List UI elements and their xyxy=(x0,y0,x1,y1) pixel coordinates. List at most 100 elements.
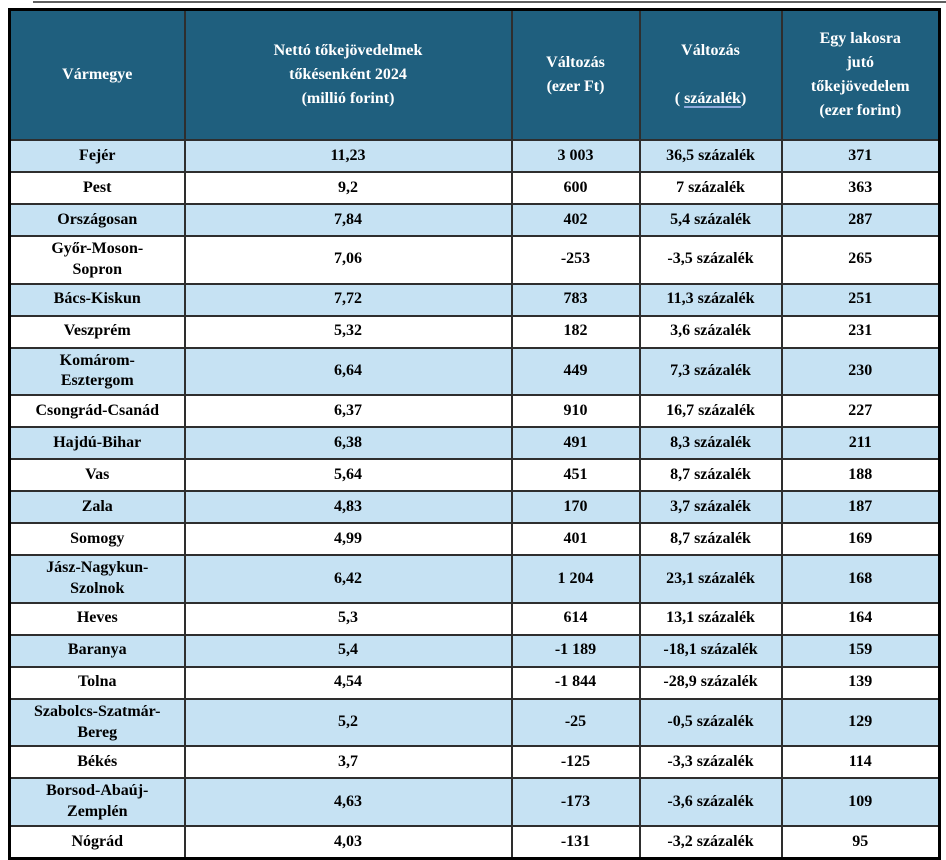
cell-per-capita: 188 xyxy=(780,458,941,493)
cell-change-percent: 8,7 százalék xyxy=(638,458,783,493)
table-row: Baranya 5,4 -1 189 -18,1 százalék 159 xyxy=(8,633,941,668)
cell-change-ezer-ft: -253 xyxy=(510,235,641,285)
cell-change-percent: -18,1 százalék xyxy=(638,633,783,668)
cell-netto-2024: 6,38 xyxy=(183,426,513,461)
paren-open: ( xyxy=(674,90,685,107)
cell-per-capita: 187 xyxy=(780,490,941,525)
cell-per-capita: 129 xyxy=(780,697,941,748)
table-row: Fejér 11,23 3 003 36,5 százalék 371 xyxy=(8,139,941,173)
valtozas-label: Változás xyxy=(681,42,740,59)
table-row: Hajdú-Bihar 6,38 491 8,3 százalék 211 xyxy=(8,426,941,461)
cell-per-capita: 95 xyxy=(780,824,941,860)
cell-change-ezer-ft: -125 xyxy=(510,745,641,780)
table-row: Komárom- Esztergom 6,64 449 7,3 százalék 230 xyxy=(8,346,941,397)
cell-county: Heves xyxy=(8,601,186,636)
table-row: Borsod-Abaúj- Zemplén 4,63 -173 -3,6 százal… xyxy=(8,777,941,827)
cell-change-ezer-ft: -131 xyxy=(510,824,641,860)
cell-change-percent: 5,4 százalék xyxy=(638,203,783,237)
cell-change-ezer-ft: -25 xyxy=(510,697,641,748)
cell-county: Országosan xyxy=(8,203,186,237)
cell-netto-2024: 7,72 xyxy=(183,282,513,317)
cell-change-percent: -28,9 százalék xyxy=(638,665,783,700)
cell-netto-2024: 5,32 xyxy=(183,314,513,349)
cell-netto-2024: 4,03 xyxy=(183,824,513,860)
cell-change-ezer-ft: 614 xyxy=(510,601,641,636)
cell-county: Vas xyxy=(8,458,186,493)
table-header: Vármegye Nettó tőkejövedelmek tőkésenkén… xyxy=(8,8,941,141)
szazalek-label-line: ( százalék) xyxy=(645,87,777,111)
county-income-table-wrap: Vármegye Nettó tőkejövedelmek tőkésenkén… xyxy=(8,8,941,860)
table-row: Nógrád 4,03 -131 -3,2 százalék 95 xyxy=(8,824,941,860)
cell-netto-2024: 6,64 xyxy=(183,346,513,397)
cell-change-percent: -3,2 százalék xyxy=(638,824,783,860)
cell-netto-2024: 4,54 xyxy=(183,665,513,700)
cell-county: Fejér xyxy=(8,139,186,173)
top-rule-line xyxy=(33,1,946,3)
cell-per-capita: 168 xyxy=(780,554,941,604)
cell-netto-2024: 4,99 xyxy=(183,522,513,557)
cell-change-ezer-ft: -173 xyxy=(510,777,641,827)
header-cell-varmegye: Vármegye xyxy=(8,8,186,141)
cell-netto-2024: 4,83 xyxy=(183,490,513,525)
cell-change-percent: 7 százalék xyxy=(638,171,783,205)
cell-change-percent: 11,3 százalék xyxy=(638,282,783,317)
szazalek-link[interactable]: százalék xyxy=(684,90,741,107)
table-row: Szabolcs-Szatmár- Bereg 5,2 -25 -0,5 százal… xyxy=(8,697,941,748)
cell-county: Csongrád-Csanád xyxy=(8,394,186,429)
cell-netto-2024: 5,3 xyxy=(183,601,513,636)
cell-change-ezer-ft: -1 844 xyxy=(510,665,641,700)
cell-per-capita: 114 xyxy=(780,745,941,780)
header-cell-netto-tokejovedelmek: Nettó tőkejövedelmek tőkésenként 2024 (m… xyxy=(183,8,513,141)
cell-county: Veszprém xyxy=(8,314,186,349)
cell-change-percent: 8,7 százalék xyxy=(638,522,783,557)
cell-netto-2024: 7,06 xyxy=(183,235,513,285)
cell-netto-2024: 6,42 xyxy=(183,554,513,604)
cell-change-percent: 7,3 százalék xyxy=(638,346,783,397)
cell-netto-2024: 11,23 xyxy=(183,139,513,173)
cell-netto-2024: 5,4 xyxy=(183,633,513,668)
cell-change-ezer-ft: 783 xyxy=(510,282,641,317)
cell-change-percent: 13,1 százalék xyxy=(638,601,783,636)
cell-change-percent: 36,5 százalék xyxy=(638,139,783,173)
header-cell-valtozas-szazalek: Változás ( százalék) xyxy=(638,8,783,141)
cell-per-capita: 363 xyxy=(780,171,941,205)
cell-change-ezer-ft: 182 xyxy=(510,314,641,349)
cell-change-ezer-ft: 402 xyxy=(510,203,641,237)
cell-per-capita: 230 xyxy=(780,346,941,397)
cell-county: Borsod-Abaúj- Zemplén xyxy=(8,777,186,827)
cell-netto-2024: 5,2 xyxy=(183,697,513,748)
cell-netto-2024: 9,2 xyxy=(183,171,513,205)
header-row: Vármegye Nettó tőkejövedelmek tőkésenkén… xyxy=(8,8,941,141)
cell-change-ezer-ft: 491 xyxy=(510,426,641,461)
cell-change-ezer-ft: -1 189 xyxy=(510,633,641,668)
cell-change-ezer-ft: 170 xyxy=(510,490,641,525)
county-income-table: Vármegye Nettó tőkejövedelmek tőkésenkén… xyxy=(8,8,941,860)
table-row: Békés 3,7 -125 -3,3 százalék 114 xyxy=(8,745,941,780)
table-row: Zala 4,83 170 3,7 százalék 187 xyxy=(8,490,941,525)
cell-county: Baranya xyxy=(8,633,186,668)
table-row: Tolna 4,54 -1 844 -28,9 százalék 139 xyxy=(8,665,941,700)
cell-change-ezer-ft: 449 xyxy=(510,346,641,397)
cell-netto-2024: 7,84 xyxy=(183,203,513,237)
cell-county: Szabolcs-Szatmár- Bereg xyxy=(8,697,186,748)
table-row: Csongrád-Csanád 6,37 910 16,7 százalék 227 xyxy=(8,394,941,429)
cell-county: Nógrád xyxy=(8,824,186,860)
cell-netto-2024: 4,63 xyxy=(183,777,513,827)
cell-county: Békés xyxy=(8,745,186,780)
cell-change-percent: 3,7 százalék xyxy=(638,490,783,525)
table-row: Jász-Nagykun- Szolnok 6,42 1 204 23,1 száza… xyxy=(8,554,941,604)
cell-per-capita: 139 xyxy=(780,665,941,700)
cell-change-ezer-ft: 401 xyxy=(510,522,641,557)
header-cell-valtozas-ezer-ft: Változás (ezer Ft) xyxy=(510,8,641,141)
cell-change-percent: 8,3 százalék xyxy=(638,426,783,461)
cell-county: Pest xyxy=(8,171,186,205)
cell-county: Hajdú-Bihar xyxy=(8,426,186,461)
cell-per-capita: 164 xyxy=(780,601,941,636)
table-row: Somogy 4,99 401 8,7 százalék 169 xyxy=(8,522,941,557)
cell-per-capita: 231 xyxy=(780,314,941,349)
cell-change-percent: 23,1 százalék xyxy=(638,554,783,604)
cell-per-capita: 287 xyxy=(780,203,941,237)
cell-per-capita: 227 xyxy=(780,394,941,429)
table-row: Vas 5,64 451 8,7 százalék 188 xyxy=(8,458,941,493)
cell-change-percent: -3,5 százalék xyxy=(638,235,783,285)
